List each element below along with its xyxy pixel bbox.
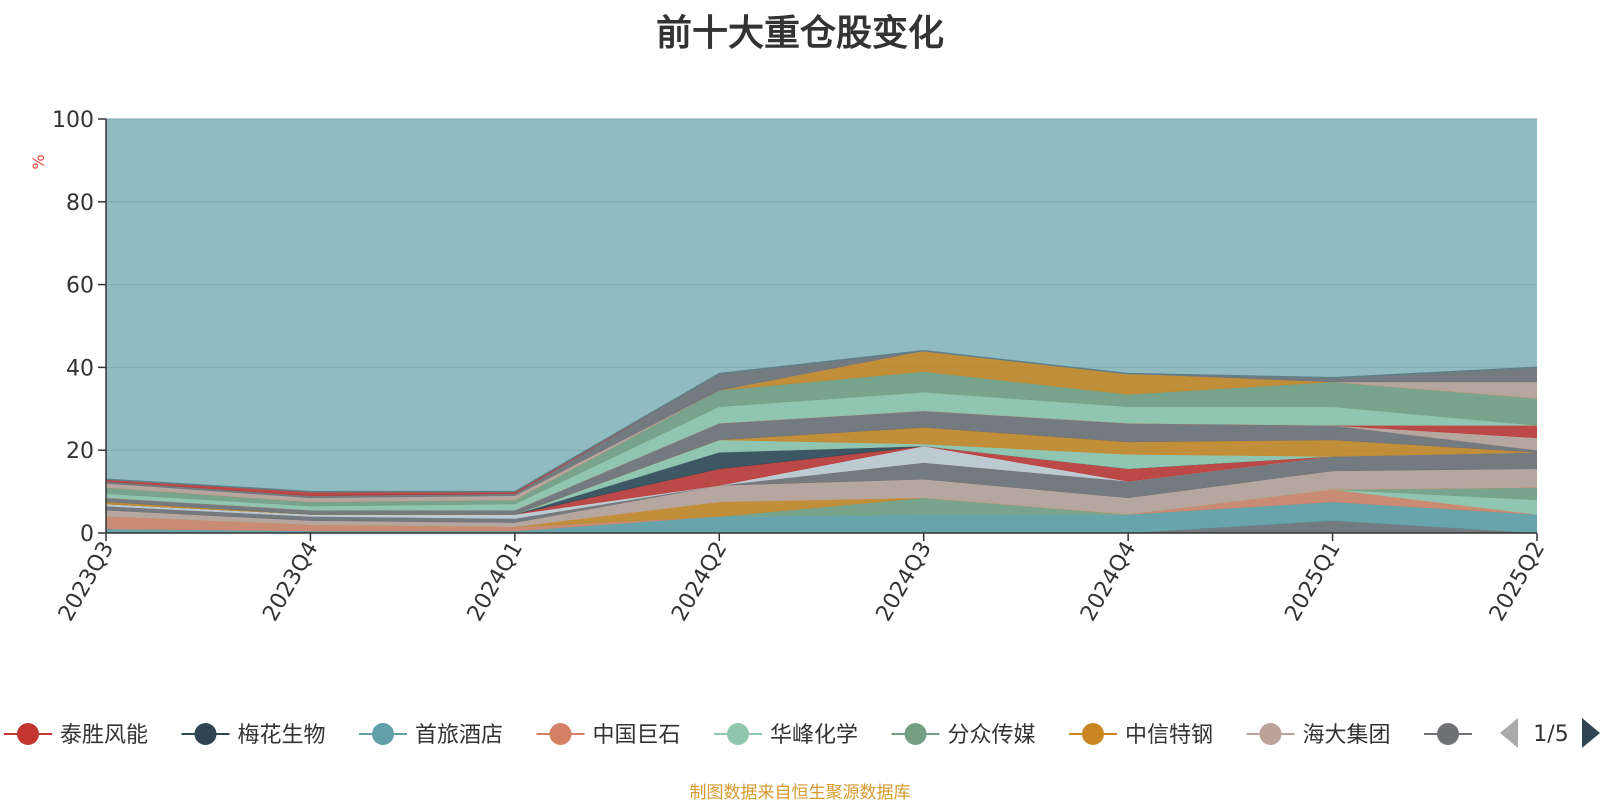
legend-marker-icon (372, 723, 394, 745)
legend-marker-icon (1437, 723, 1459, 745)
legend-next-arrow-icon[interactable] (1582, 718, 1600, 748)
legend-item[interactable]: 分众传媒 (891, 723, 1036, 748)
legend-label: 海大集团 (1303, 723, 1391, 748)
legend-prev-arrow-icon[interactable] (1500, 718, 1518, 748)
legend-item[interactable]: 泰胜风能 (4, 723, 148, 748)
legend-item[interactable]: 中信特钢 (1069, 723, 1213, 748)
legend: 泰胜风能 梅花生物 首旅酒店 中国巨石 华峰化学 分众传媒 中信特钢 海大集团 (4, 723, 1472, 748)
legend-label: 首旅酒店 (415, 723, 503, 748)
area-layers (106, 350, 1537, 533)
y-tick-label: 40 (66, 356, 94, 381)
y-axis: 0 20 40 60 80 100 (52, 108, 107, 547)
legend-item[interactable]: 海大集团 (1246, 723, 1391, 748)
legend-marker-icon (1259, 723, 1282, 745)
legend-item[interactable]: 首旅酒店 (359, 723, 503, 748)
legend-marker-icon (17, 723, 39, 745)
legend-label: 分众传媒 (948, 723, 1036, 748)
x-tick-label: 2024Q4 (1076, 538, 1141, 626)
y-tick-label: 80 (66, 191, 94, 216)
x-tick-label: 2025Q1 (1280, 538, 1345, 626)
legend-item[interactable]: 梅花生物 (181, 723, 326, 748)
chart-title: 前十大重仓股变化 (655, 13, 944, 54)
x-axis: 2023Q3 2023Q4 2024Q1 2024Q2 2024Q3 2024Q4 2025… (54, 532, 1550, 626)
legend-marker-icon (727, 723, 749, 745)
legend-marker-icon (194, 723, 217, 745)
legend-pager: 1/5 (1500, 718, 1600, 748)
x-tick-label: 2023Q4 (258, 538, 323, 626)
legend-label: 梅花生物 (238, 723, 326, 748)
legend-marker-icon (1082, 723, 1104, 745)
legend-page-indicator: 1/5 (1533, 722, 1568, 747)
y-tick-label: 60 (66, 274, 94, 299)
legend-label: 华峰化学 (770, 723, 858, 748)
legend-item[interactable] (1424, 723, 1472, 745)
y-tick-label: 100 (52, 108, 94, 133)
stack-top-line (106, 350, 1537, 493)
source-note: 制图数据来自恒生聚源数据库 (689, 783, 911, 803)
y-axis-label: % (29, 154, 48, 169)
y-tick-label: 0 (80, 522, 94, 547)
legend-label: 中国巨石 (593, 723, 681, 748)
legend-item[interactable]: 中国巨石 (536, 723, 681, 748)
x-tick-label: 2023Q3 (54, 538, 119, 626)
legend-label: 泰胜风能 (60, 723, 148, 748)
x-tick-label: 2024Q3 (872, 538, 937, 626)
legend-label: 中信特钢 (1125, 723, 1213, 748)
legend-item[interactable]: 华峰化学 (714, 723, 858, 748)
x-tick-label: 2024Q1 (463, 538, 528, 626)
x-tick-label: 2024Q2 (667, 538, 732, 626)
legend-marker-icon (904, 723, 927, 745)
x-tick-label: 2025Q2 (1485, 538, 1550, 626)
legend-marker-icon (549, 723, 572, 745)
y-tick-label: 20 (66, 439, 94, 464)
